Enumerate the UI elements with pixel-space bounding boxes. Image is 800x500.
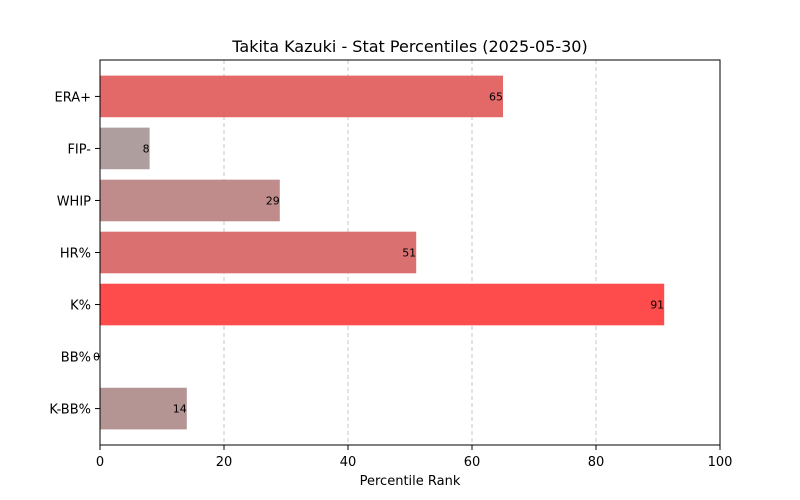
bar-value-label: 65 (489, 90, 503, 103)
x-axis-label: Percentile Rank (360, 474, 461, 489)
bar-hr- (100, 231, 417, 274)
bar-fip- (100, 127, 150, 170)
x-tick-label: 20 (216, 455, 233, 470)
bar-value-label: 29 (266, 194, 280, 207)
y-tick-label: K% (70, 299, 91, 314)
bar-k-bb- (100, 387, 187, 430)
y-tick-label: ERA+ (54, 90, 91, 105)
data-labels: 658295191014 (93, 90, 664, 415)
bar-value-label: 8 (143, 142, 150, 155)
y-tick-label: HR% (60, 247, 91, 262)
bar-value-label: 51 (402, 247, 416, 260)
chart-title: Takita Kazuki - Stat Percentiles (2025-0… (231, 37, 587, 56)
bar-whip (100, 179, 280, 222)
bars (100, 75, 665, 430)
x-axis: 0 20 40 60 80 100 (96, 445, 733, 470)
y-axis: ERA+ FIP- WHIP HR% K% BB% K-BB% (49, 90, 100, 418)
x-tick-label: 0 (96, 455, 104, 470)
y-tick-label: WHIP (57, 194, 91, 209)
bar-value-label: 14 (173, 403, 187, 416)
bar-value-label: 91 (650, 299, 664, 312)
x-tick-label: 100 (708, 455, 733, 470)
x-tick-label: 40 (340, 455, 357, 470)
y-tick-label: K-BB% (49, 403, 91, 418)
x-tick-label: 60 (464, 455, 481, 470)
bar-k- (100, 283, 665, 326)
x-tick-label: 80 (588, 455, 605, 470)
y-tick-label: BB% (61, 351, 91, 366)
bar-era- (100, 75, 503, 118)
y-tick-label: FIP- (67, 142, 91, 157)
